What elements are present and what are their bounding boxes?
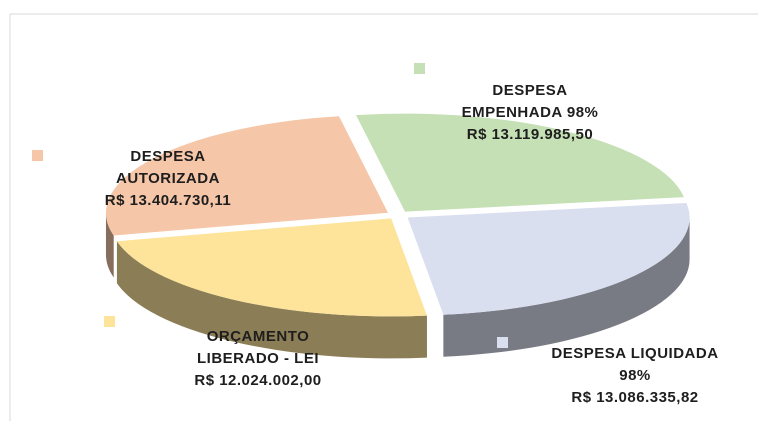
slice-side xyxy=(116,241,427,359)
slice xyxy=(105,116,388,236)
slice-label: DESPESA AUTORIZADA xyxy=(116,148,220,187)
legend-marker xyxy=(32,150,43,161)
slice-value: R$ 12.024.002,00 xyxy=(194,372,322,389)
slice xyxy=(356,113,684,212)
slice-side xyxy=(105,212,114,278)
legend-marker xyxy=(414,63,425,74)
slice xyxy=(116,218,427,317)
slice-label: ORÇAMENTO LIBERADO - LEI xyxy=(197,328,319,367)
slice-value: R$ 13.404.730,11 xyxy=(104,192,232,209)
slice xyxy=(407,202,690,315)
legend-marker xyxy=(104,316,115,327)
slice-value: R$ 13.086.335,82 xyxy=(571,389,699,406)
slice-label: DESPESA LIQUIDADA 98% xyxy=(551,345,719,384)
slice-value: R$ 13.119.985,50 xyxy=(466,126,594,143)
slice-side xyxy=(443,217,690,357)
legend-marker xyxy=(497,337,508,348)
slice-label: DESPESA EMPENHADA 98% xyxy=(461,82,599,121)
